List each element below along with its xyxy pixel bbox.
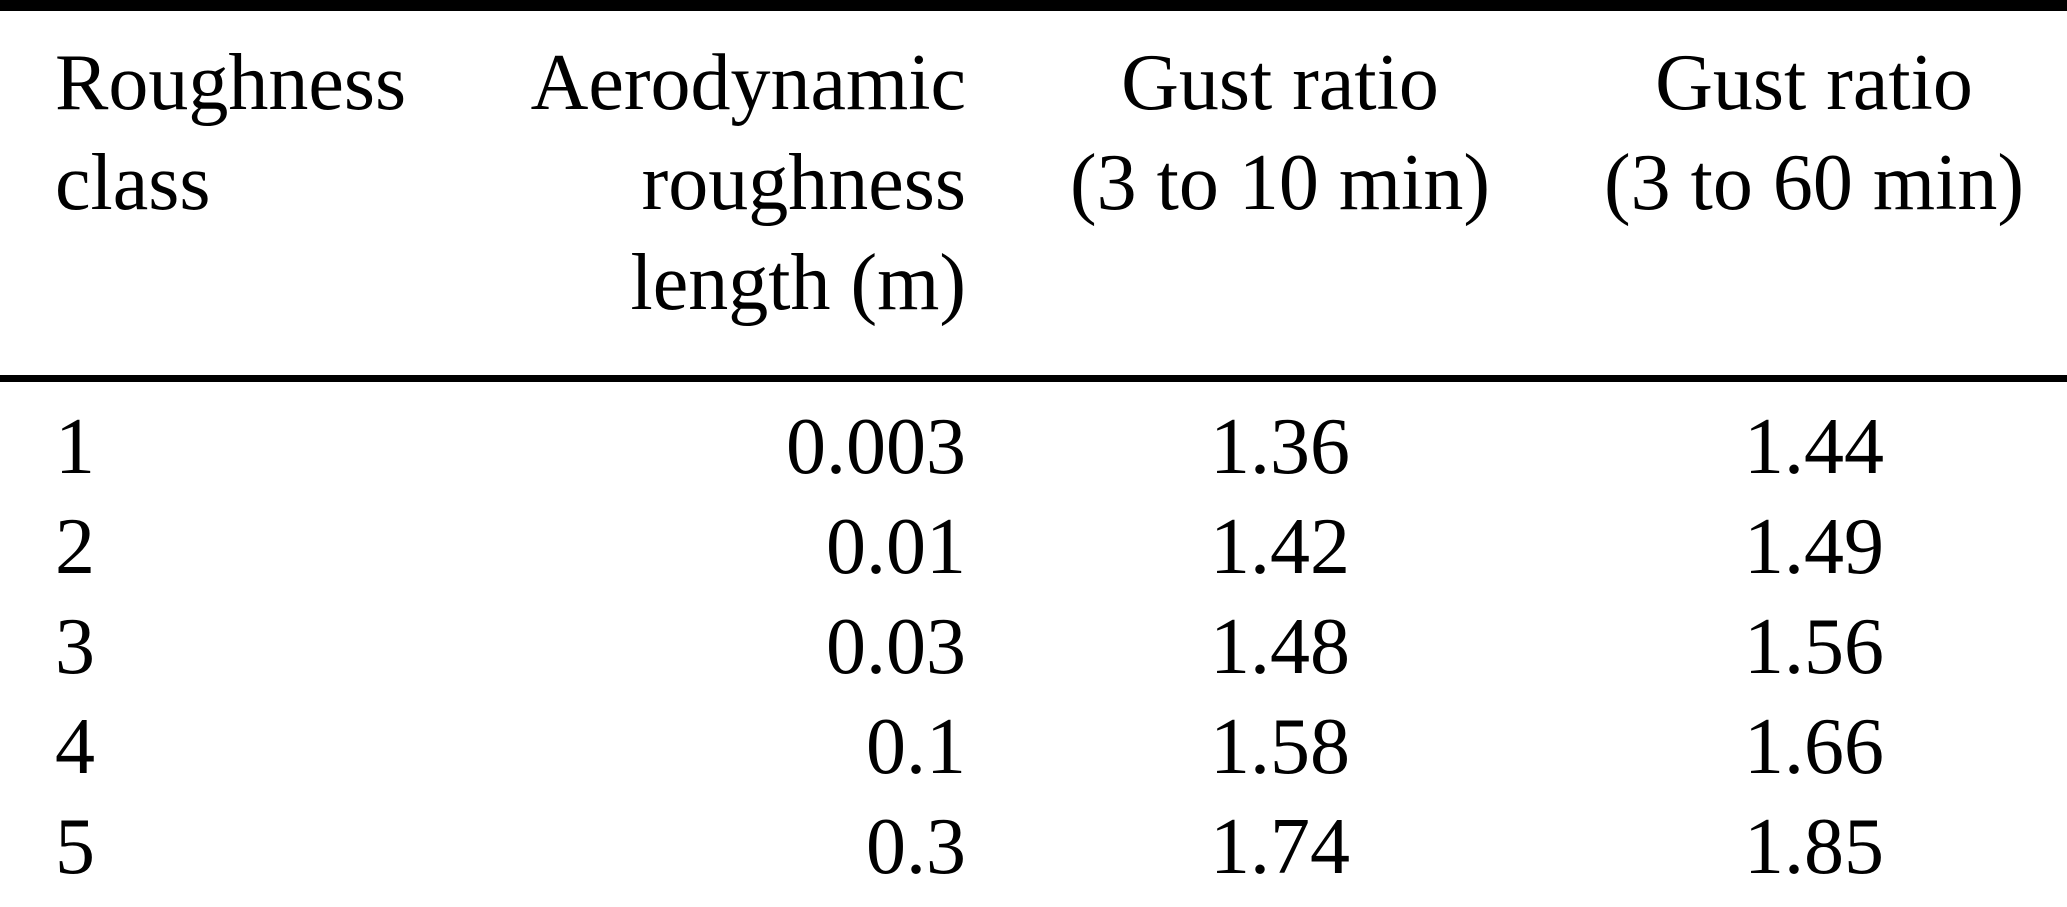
cell-roughness-length: 0.03 (826, 603, 966, 691)
table-header: Roughness class Aerodynamic roughness le… (0, 5, 2067, 382)
cell-roughness-class: 2 (55, 503, 95, 591)
header-line: (3 to 60 min) (1604, 139, 2024, 227)
cell-roughness-class: 3 (55, 603, 95, 691)
col-header-aerodynamic-roughness-length: Aerodynamic roughness length (m) (460, 5, 970, 382)
cell-roughness-class: 5 (55, 803, 95, 891)
cell-roughness-length: 0.1 (866, 703, 966, 791)
header-line: length (m) (630, 239, 966, 327)
header-line: class (55, 139, 211, 227)
header-row: Roughness class Aerodynamic roughness le… (0, 5, 2067, 382)
header-line: Roughness (55, 39, 407, 127)
table-body: 1 0.003 1.36 1.44 2 0.01 1.42 1.49 3 0.0… (0, 379, 2067, 907)
cell-gust-ratio-3-60: 1.49 (1744, 503, 1884, 591)
header-line: (3 to 10 min) (1070, 139, 1490, 227)
header-line: roughness (641, 139, 966, 227)
table-row: 1 0.003 1.36 1.44 (0, 379, 2067, 498)
cell-gust-ratio-3-10: 1.48 (1210, 603, 1350, 691)
cell-roughness-length: 0.003 (786, 403, 966, 491)
cell-roughness-length: 0.3 (866, 803, 966, 891)
header-line: Aerodynamic (530, 39, 966, 127)
cell-roughness-class: 4 (55, 703, 95, 791)
header-line: Gust ratio (1121, 39, 1439, 127)
table-row: 5 0.3 1.74 1.85 (0, 797, 2067, 907)
table-row: 2 0.01 1.42 1.49 (0, 497, 2067, 597)
cell-gust-ratio-3-10: 1.58 (1210, 703, 1350, 791)
cell-roughness-length: 0.01 (826, 503, 966, 591)
table-row: 3 0.03 1.48 1.56 (0, 597, 2067, 697)
header-line: Gust ratio (1655, 39, 1973, 127)
cell-roughness-class: 1 (55, 403, 95, 491)
cell-gust-ratio-3-10: 1.42 (1210, 503, 1350, 591)
cell-gust-ratio-3-10: 1.74 (1210, 803, 1350, 891)
cell-gust-ratio-3-60: 1.44 (1744, 403, 1884, 491)
cell-gust-ratio-3-60: 1.85 (1744, 803, 1884, 891)
cell-gust-ratio-3-60: 1.56 (1744, 603, 1884, 691)
cell-gust-ratio-3-10: 1.36 (1210, 403, 1350, 491)
col-header-gust-ratio-3-10: Gust ratio (3 to 10 min) (970, 5, 1590, 382)
table-row: 4 0.1 1.58 1.66 (0, 697, 2067, 797)
cell-gust-ratio-3-60: 1.66 (1744, 703, 1884, 791)
col-header-roughness-class: Roughness class (0, 5, 460, 382)
col-header-gust-ratio-3-60: Gust ratio (3 to 60 min) (1590, 5, 2067, 382)
